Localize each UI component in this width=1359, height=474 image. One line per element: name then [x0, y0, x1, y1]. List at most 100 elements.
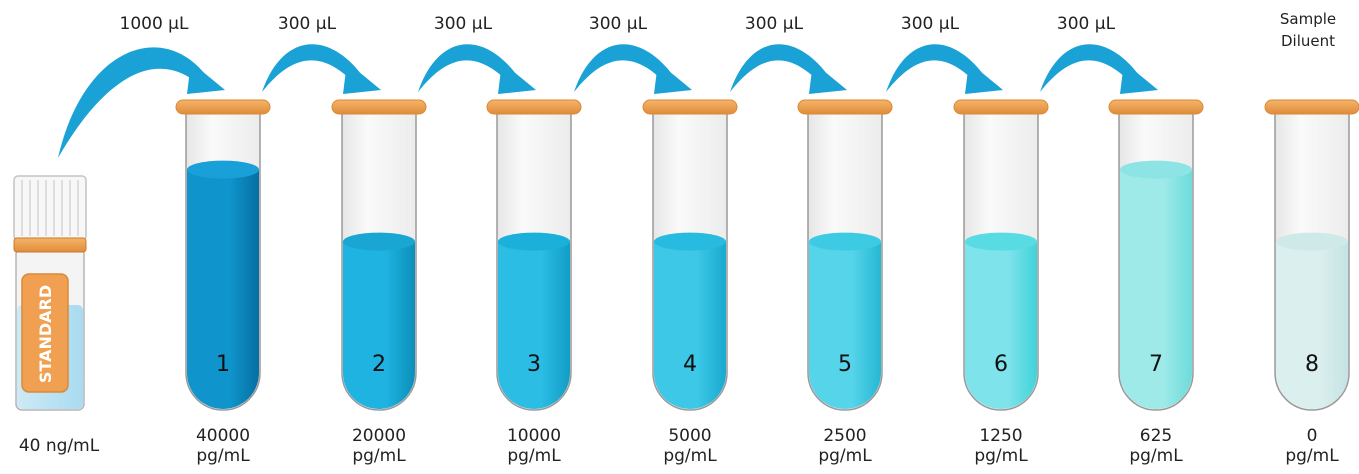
- tube-7: [1108, 99, 1204, 411]
- tube-outline: [652, 111, 728, 411]
- transfer-volume-1: 1000 µL: [119, 14, 189, 34]
- tube-1: [175, 99, 271, 411]
- transfer-volume-7: 300 µL: [1056, 14, 1116, 34]
- vial-seal-band: [13, 237, 87, 253]
- tube-liquid: [343, 241, 415, 409]
- tube-liquid: [1120, 169, 1192, 409]
- tube-liquid: [654, 241, 726, 409]
- tube-liquid: [187, 169, 259, 409]
- tube-number-1: 1: [216, 352, 230, 377]
- sample-diluent-label: Sample Diluent: [1258, 8, 1358, 52]
- transfer-arrow-4: [574, 44, 692, 94]
- arrow-head: [343, 62, 381, 94]
- tube-rim: [953, 99, 1049, 115]
- tube-concentration-5: 2500 pg/mL: [790, 426, 900, 466]
- liquid-surface: [1120, 160, 1192, 179]
- tube-concentration-7: 625 pg/mL: [1101, 426, 1211, 466]
- vial-label-text: STANDARD: [36, 285, 55, 383]
- tube-outline: [1274, 111, 1350, 411]
- conc-value-5: 2500: [823, 426, 867, 446]
- tube-rim: [331, 99, 427, 115]
- tube-number-6: 6: [994, 352, 1008, 377]
- arrow-head: [187, 62, 225, 94]
- arrow-shaft: [730, 44, 827, 92]
- tube-number-8: 8: [1305, 352, 1319, 377]
- transfer-arrow-2: [262, 44, 381, 94]
- tube-rack: [175, 99, 1359, 411]
- vial-screw-cap: [13, 175, 87, 241]
- arrow-shaft: [1040, 44, 1138, 92]
- tube-5: [797, 99, 893, 411]
- tube-outline: [185, 111, 261, 411]
- cap-ridges: [21, 180, 79, 236]
- tube-8: [1264, 99, 1359, 411]
- arrow-head: [965, 62, 1003, 94]
- arrow-shaft: [58, 47, 205, 158]
- conc-unit-6: pg/mL: [974, 446, 1028, 466]
- transfer-arrow-5: [730, 44, 847, 94]
- tube-number-5: 5: [838, 352, 852, 377]
- liquid-surface: [965, 232, 1037, 251]
- transfer-arrow-1: [58, 47, 225, 158]
- arrow-shaft: [886, 44, 983, 92]
- arrow-shaft: [262, 44, 361, 92]
- transfer-volume-6: 300 µL: [900, 14, 960, 34]
- conc-value-2: 20000: [351, 426, 407, 446]
- tube-outline: [496, 111, 572, 411]
- diluent-line-1: Sample: [1279, 10, 1337, 28]
- liquid-surface: [343, 232, 415, 251]
- tube-rim: [642, 99, 738, 115]
- tube-concentration-8: 0 pg/mL: [1257, 426, 1359, 466]
- transfer-volume-5: 300 µL: [744, 14, 804, 34]
- conc-unit-8: pg/mL: [1285, 446, 1339, 466]
- tube-liquid: [809, 241, 881, 409]
- tube-concentration-1: 40000 pg/mL: [168, 426, 278, 466]
- tube-liquid: [498, 241, 570, 409]
- standard-vial: STANDARD: [13, 175, 87, 411]
- liquid-surface: [187, 160, 259, 179]
- arrow-head: [498, 62, 536, 94]
- tube-rim: [797, 99, 893, 115]
- arrow-shaft: [574, 44, 672, 92]
- conc-unit-5: pg/mL: [818, 446, 872, 466]
- conc-unit-3: pg/mL: [507, 446, 561, 466]
- tube-outline: [807, 111, 883, 411]
- tube-number-2: 2: [372, 352, 386, 377]
- tube-4: [642, 99, 738, 411]
- arrow-head: [1120, 62, 1158, 94]
- conc-value-4: 5000: [668, 426, 712, 446]
- tube-concentration-4: 5000 pg/mL: [635, 426, 745, 466]
- arrow-shaft: [418, 44, 516, 92]
- conc-value-7: 625: [1139, 426, 1173, 446]
- tube-6: [953, 99, 1049, 411]
- tube-liquid: [1276, 241, 1348, 409]
- transfer-arrow-3: [418, 44, 536, 94]
- transfer-arrow-7: [1040, 44, 1158, 94]
- conc-value-6: 1250: [979, 426, 1023, 446]
- tube-number-4: 4: [683, 352, 697, 377]
- vial-label: [21, 273, 69, 393]
- tube-concentration-2: 20000 pg/mL: [324, 426, 434, 466]
- arrow-head: [654, 62, 692, 94]
- tube-liquid: [965, 241, 1037, 409]
- tube-outline: [341, 111, 417, 411]
- conc-value-8: 0: [1306, 426, 1318, 446]
- tube-rim: [1264, 99, 1359, 115]
- tube-rim: [175, 99, 271, 115]
- transfer-volume-4: 300 µL: [588, 14, 648, 34]
- liquid-surface: [654, 232, 726, 251]
- tube-number-7: 7: [1149, 352, 1163, 377]
- conc-unit-2: pg/mL: [352, 446, 406, 466]
- tube-outline: [1118, 111, 1194, 411]
- conc-unit-1: pg/mL: [196, 446, 250, 466]
- liquid-surface: [809, 232, 881, 251]
- transfer-volume-2: 300 µL: [277, 14, 337, 34]
- tube-concentration-6: 1250 pg/mL: [946, 426, 1056, 466]
- tube-outline: [963, 111, 1039, 411]
- conc-value-1: 40000: [195, 426, 251, 446]
- tube-number-3: 3: [527, 352, 541, 377]
- liquid-surface: [498, 232, 570, 251]
- conc-value-3: 10000: [506, 426, 562, 446]
- transfer-volume-3: 300 µL: [433, 14, 493, 34]
